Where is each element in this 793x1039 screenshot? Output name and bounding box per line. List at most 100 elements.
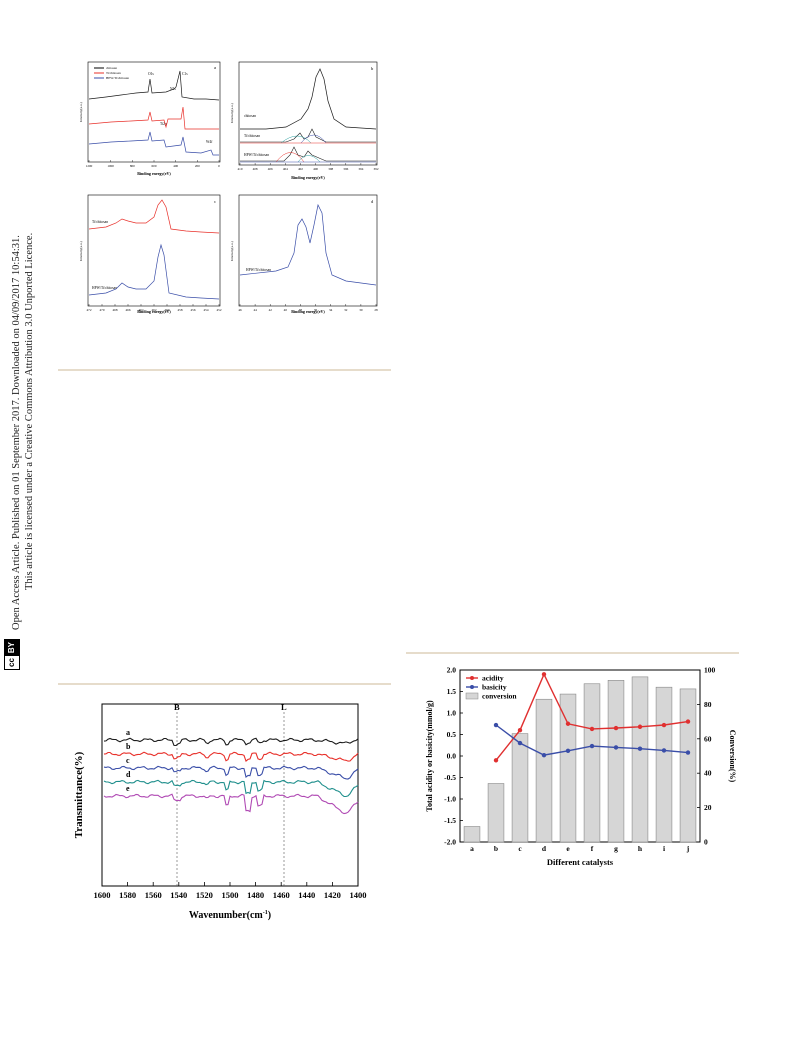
cc-by-badge[interactable]: ccBY [4,638,20,670]
x-tick-label: i [663,844,665,853]
conversion-bar [511,733,529,843]
peak-label: O1s [148,72,154,76]
x-tick-label: e [566,844,570,853]
conversion-bar [583,683,601,843]
x-tick-label: 42 [269,308,273,312]
curve-label: Ti/chitosan [92,220,108,224]
x-tick-label: 1420 [324,890,341,900]
legend-entry: basicity [482,683,507,692]
ir-curve-b [103,751,359,763]
x-tick-label: 30 [359,308,363,312]
x-tick-label: c [518,844,522,853]
marker-label: B [174,702,180,712]
xps-panel-d: d Intensity(a.u.) Binding energy(eV) 46 4… [230,194,378,314]
x-tick-label: 396 [343,167,348,171]
x-axis-label: Binding energy(eV) [137,171,171,176]
peak-label: W4f [206,140,213,144]
x-tick-label: 1500 [222,890,239,900]
basicity-point [493,722,499,728]
basicity-point [565,748,571,754]
x-axis-label: Wavenumber(cm-1) [189,910,271,921]
y-tick-label: 2.0 [447,666,457,675]
x-tick-label: 462 [152,308,157,312]
x-tick-label: 452 [217,308,222,312]
panel-letter: a [214,65,216,70]
y-tick-label: -1.0 [444,795,456,804]
y2-tick-label: 100 [704,666,716,675]
cc-badge-label: cc [5,655,19,669]
y-tick-label: 0.5 [447,730,457,739]
panel-letter: b [371,66,374,71]
conversion-bar [607,680,625,843]
legend-swatch [465,692,479,700]
x-tick-label: f [591,844,594,853]
x-tick-label: 1440 [298,890,315,900]
conversion-bar [487,783,505,843]
basicity-point [685,750,691,755]
x-axis-label: Binding energy(eV) [291,309,325,314]
section-rule [58,683,391,685]
peak-label: Ti2p [160,122,167,126]
x-tick-label: a [470,844,474,853]
ir-curve-e [103,793,359,815]
y-tick-label: 1.0 [447,709,457,718]
basicity-point [517,740,523,746]
x-tick-label: d [542,844,547,853]
x-axis-label: Binding energy(eV) [137,309,171,314]
x-tick-label: 402 [298,167,303,171]
curve-label: Ti/chitosan [244,134,260,138]
x-tick-label: 410 [238,167,243,171]
x-tick-label: 406 [268,167,273,171]
licence-line-2: This article is licensed under a Creativ… [24,232,35,590]
curve-label: HPW/Ti/chitosan [246,268,271,272]
x-tick-label: 28 [374,308,378,312]
x-tick-label: 0 [218,164,220,168]
x-tick-label: 1540 [170,890,187,900]
x-tick-label: 400 [173,164,178,168]
x-tick-label: 404 [283,167,288,171]
y2-tick-label: 80 [704,700,712,709]
acidity-point [565,721,571,726]
section-rule [58,369,391,371]
y2-tick-label: 20 [704,803,712,812]
acidity-point [637,724,643,729]
x-axis-label: Different catalysts [547,857,614,867]
xps-panel-c: c Intensity(a.u.) Binding energy(eV) 472… [79,194,222,314]
x-tick-label: 1000 [107,164,114,168]
y-tick-label: -1.5 [444,816,456,825]
licence-sidebar: Open Access Article. Published on 01 Sep… [4,180,44,670]
x-tick-label: 1520 [196,890,213,900]
y-axis-label: Intensity(a.u.) [79,101,83,121]
x-tick-label: 398 [328,167,333,171]
x-tick-label: 1600 [94,890,111,900]
legend-entry: Ti/chitosan [106,71,121,75]
panel-letter: d [371,199,374,204]
conversion-bar [631,676,649,843]
ir-figure: Transmittance(%) Wavenumber(cm-1) 1600 15… [73,702,367,921]
legend-entry: HPW/Ti/chitosan [106,76,129,80]
y2-axis-label: Conversion(%) [728,730,737,783]
x-tick-label: 456 [191,308,196,312]
x-tick-label: 454 [204,308,209,312]
x-tick-label: 1580 [119,890,136,900]
acidity-point [589,726,595,732]
x-tick-label: 468 [113,308,118,312]
y-axis-label: Total acidity or basicity(mmol/g) [425,700,434,812]
y2-tick-label: 0 [704,838,708,847]
x-tick-label: 1460 [273,890,290,900]
ir-curve-label: e [126,784,130,793]
x-tick-label: 36 [314,308,318,312]
ir-curve-label: a [126,728,130,737]
y2-tick-label: 40 [704,769,712,778]
acidity-point [661,722,667,728]
x-tick-label: 470 [100,308,105,312]
y2-tick-label: 60 [704,734,712,743]
curve-label: HPW/Ti/chitosan [244,153,269,157]
x-tick-label: 38 [299,308,303,312]
y-tick-label: 0.0 [447,752,457,761]
x-tick-label: 600 [152,164,157,168]
conversion-bar [679,688,697,843]
x-tick-label: 32 [344,308,348,312]
x-tick-label: 1480 [247,890,264,900]
x-tick-label: 408 [253,167,258,171]
